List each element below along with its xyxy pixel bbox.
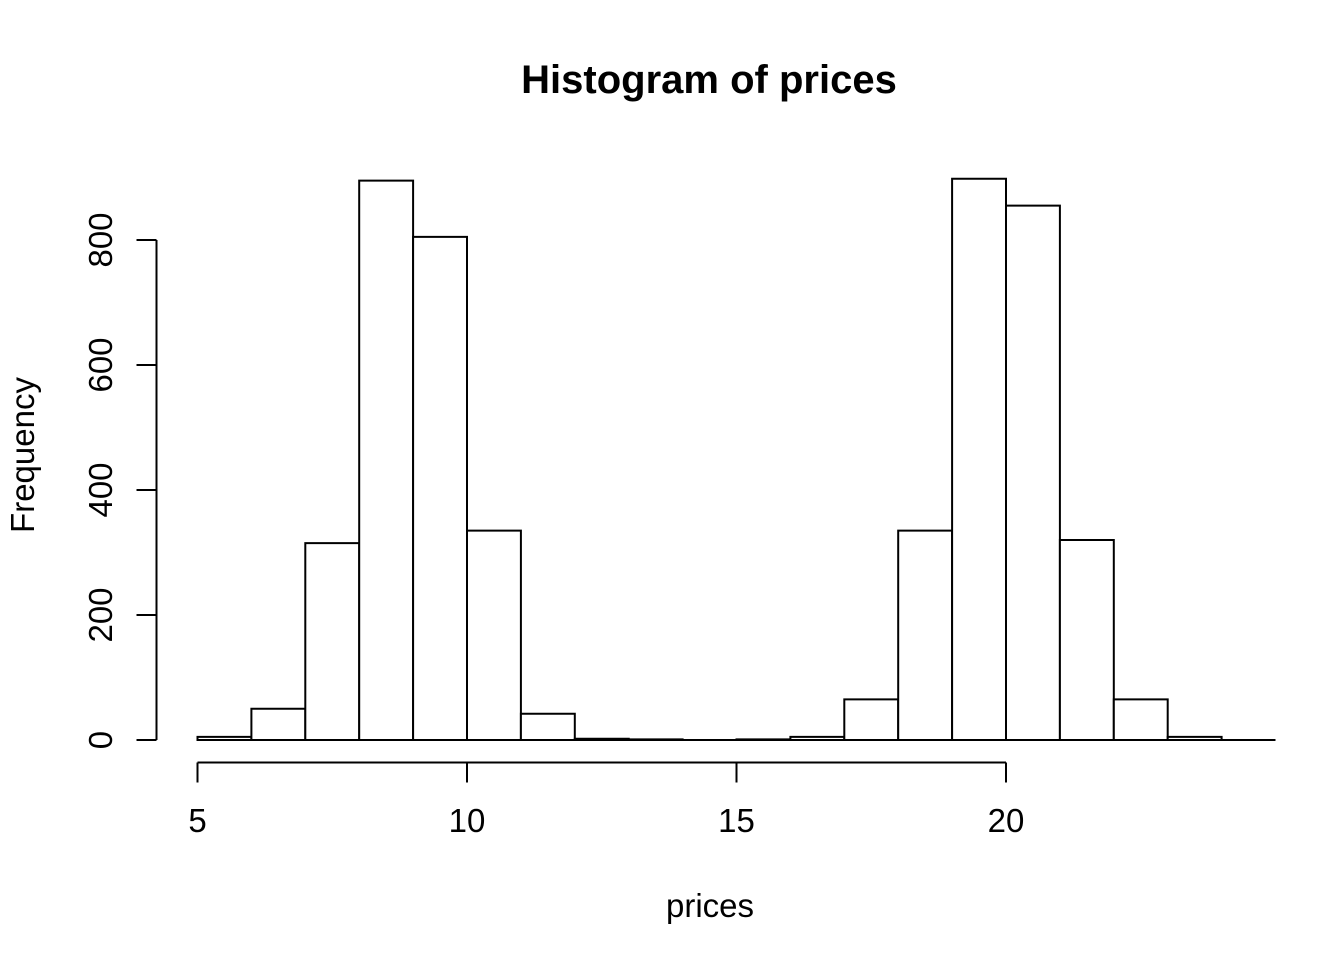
histogram-bar [358, 179, 415, 741]
y-axis-label: Frequency [4, 377, 41, 533]
y-tick-label: 0 [82, 731, 119, 749]
histogram-bar [897, 529, 954, 741]
tick-labels: 0 200 400 600 800 5 10 15 20 [82, 212, 1024, 839]
x-tick-label: 15 [718, 802, 755, 839]
histogram-bar [412, 235, 469, 741]
histogram-bar [519, 712, 576, 741]
histogram-bar [250, 707, 307, 741]
histogram-bar [951, 177, 1007, 741]
histogram-bar [304, 542, 361, 741]
histogram-bar [466, 529, 522, 741]
histogram-bar [1005, 204, 1061, 741]
x-tick-label: 20 [988, 802, 1025, 839]
histogram-bars [196, 177, 1276, 741]
chart-title: Histogram of prices [521, 58, 897, 102]
axes [136, 239, 1007, 783]
x-axis-label: prices [666, 887, 754, 924]
histogram-bar [1112, 698, 1169, 741]
histogram-bar [1058, 539, 1115, 741]
y-tick-label: 400 [82, 462, 119, 517]
x-tick-label: 5 [188, 802, 206, 839]
x-tick-label: 10 [449, 802, 486, 839]
y-tick-label: 200 [82, 587, 119, 642]
y-tick-label: 800 [82, 212, 119, 267]
y-tick-label: 600 [82, 337, 119, 392]
histogram-bar [843, 698, 900, 741]
